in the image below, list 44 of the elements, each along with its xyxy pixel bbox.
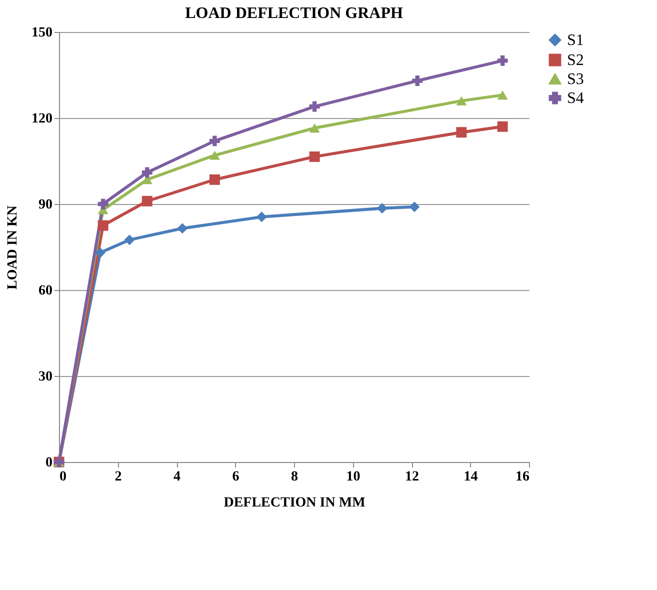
point: [412, 75, 423, 86]
legend-label: S1: [567, 32, 584, 49]
point: [98, 198, 108, 210]
point: [309, 101, 320, 112]
point: [376, 203, 388, 214]
y-tick-label: 30: [38, 370, 52, 384]
point: [94, 247, 106, 258]
legend-label: S2: [567, 52, 584, 69]
point: [209, 174, 220, 185]
x-tick-label: 0: [60, 470, 66, 484]
point: [209, 150, 220, 160]
point: [256, 212, 267, 222]
x-tick-label: 6: [232, 470, 240, 484]
y-tick-label: 150: [32, 26, 52, 40]
point: [497, 55, 508, 66]
point: [497, 121, 508, 132]
x-tick-label: 14: [464, 470, 478, 484]
y-axis-title: LOAD IN KN: [6, 205, 20, 290]
point: [456, 96, 467, 106]
chart-title: LOAD DEFLECTION GRAPH: [185, 5, 404, 22]
point: [309, 123, 320, 133]
y-tick-label: 120: [32, 112, 52, 126]
legend-label: S4: [567, 90, 584, 107]
x-tick-label: 8: [291, 470, 298, 484]
point: [497, 90, 508, 100]
x-tick-label: 4: [174, 470, 180, 484]
point: [142, 167, 152, 178]
x-tick-label: 2: [114, 470, 122, 484]
x-axis-title: DEFLECTION IN MM: [224, 496, 366, 510]
point: [124, 234, 135, 246]
legend-label: S3: [567, 71, 584, 88]
point: [309, 151, 320, 162]
y-tick-label: 90: [38, 198, 52, 212]
y-tick-label: 60: [38, 284, 52, 298]
x-tick-label: 12: [405, 470, 419, 484]
point: [209, 136, 220, 146]
x-tick-label: 16: [516, 470, 530, 484]
point: [142, 196, 152, 206]
y-tick-label: 0: [46, 456, 52, 470]
point: [409, 202, 420, 212]
point: [98, 220, 108, 231]
point: [456, 127, 467, 138]
x-tick-label: 10: [346, 470, 360, 484]
point: [177, 223, 188, 234]
